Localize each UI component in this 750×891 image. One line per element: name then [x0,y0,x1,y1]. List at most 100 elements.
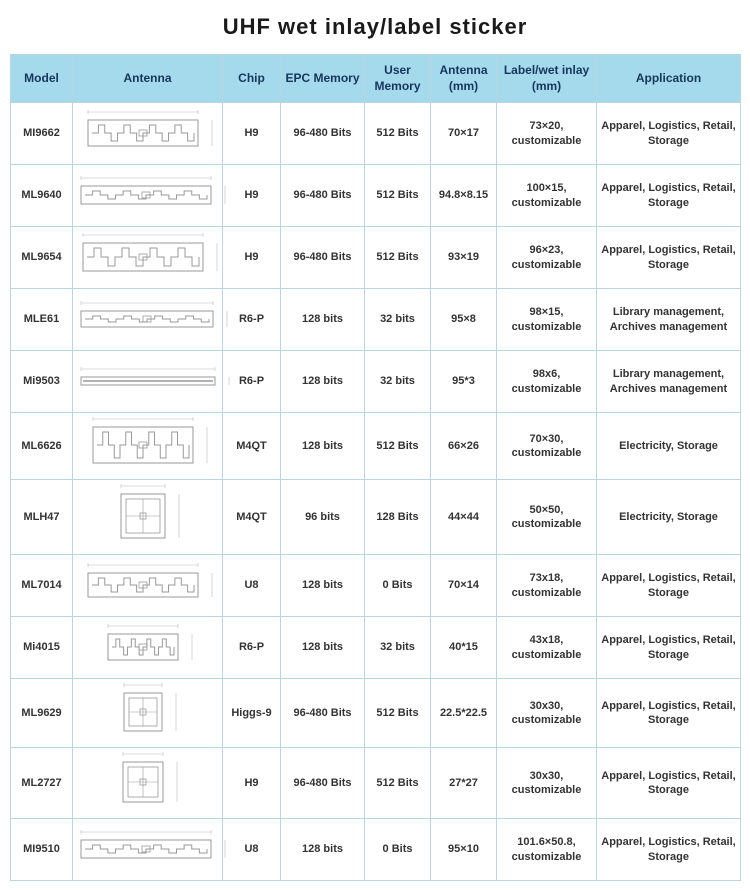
application-cell: Apparel, Logistics, Retail, Storage [597,748,741,819]
application-cell: Electricity, Storage [597,480,741,555]
user-cell: 32 bits [365,289,431,351]
application-cell: Apparel, Logistics, Retail, Storage [597,103,741,165]
antenna-cell [73,748,223,819]
label-cell: 30x30, customizable [497,748,597,819]
epc-cell: 128 bits [281,617,365,679]
antenna-diagram [118,683,178,743]
user-cell: 0 Bits [365,555,431,617]
antenna-cell [73,289,223,351]
antenna-diagram [75,301,229,339]
application-cell: Apparel, Logistics, Retail, Storage [597,555,741,617]
application-cell: Apparel, Logistics, Retail, Storage [597,617,741,679]
antenna-cell [73,480,223,555]
antenna-cell [73,227,223,289]
chip-cell: R6-P [223,289,281,351]
table-row: ML9629Higgs-996-480 Bits512 Bits22.5*22.… [11,679,741,748]
antenna-mm-cell: 95*3 [431,351,497,413]
table-row: ML6626M4QT128 bits512 Bits66×2670×30, cu… [11,413,741,480]
model-cell: ML6626 [11,413,73,480]
epc-cell: 96-480 Bits [281,103,365,165]
col-header: User Memory [365,55,431,103]
application-cell: Electricity, Storage [597,413,741,480]
antenna-mm-cell: 44×44 [431,480,497,555]
table-row: Mi4015R6-P128 bits32 bits40*1543x18, cus… [11,617,741,679]
label-cell: 96×23, customizable [497,227,597,289]
epc-cell: 96-480 Bits [281,679,365,748]
antenna-diagram [102,624,194,672]
antenna-cell [73,617,223,679]
label-cell: 101.6×50.8, customizable [497,819,597,881]
model-cell: MLH47 [11,480,73,555]
page-title: UHF wet inlay/label sticker [10,14,740,40]
antenna-cell [73,679,223,748]
model-cell: MI9510 [11,819,73,881]
epc-cell: 96-480 Bits [281,165,365,227]
model-cell: ML7014 [11,555,73,617]
user-cell: 0 Bits [365,819,431,881]
chip-cell: H9 [223,103,281,165]
user-cell: 128 Bits [365,480,431,555]
label-cell: 73x18, customizable [497,555,597,617]
chip-cell: H9 [223,227,281,289]
user-cell: 512 Bits [365,165,431,227]
antenna-cell [73,555,223,617]
epc-cell: 128 bits [281,555,365,617]
chip-cell: M4QT [223,413,281,480]
epc-cell: 128 bits [281,413,365,480]
epc-cell: 96-480 Bits [281,227,365,289]
col-header: Label/wet inlay (mm) [497,55,597,103]
label-cell: 43x18, customizable [497,617,597,679]
antenna-cell [73,819,223,881]
table-row: MLE61R6-P128 bits32 bits95×898×15, custo… [11,289,741,351]
user-cell: 512 Bits [365,413,431,480]
antenna-mm-cell: 93×19 [431,227,497,289]
chip-cell: R6-P [223,351,281,413]
col-header: EPC Memory [281,55,365,103]
table-row: ML9654 H996-480 Bits512 Bits93×1996×23, c… [11,227,741,289]
model-cell: ML9629 [11,679,73,748]
application-cell: Apparel, Logistics, Retail, Storage [597,819,741,881]
col-header: Antenna (mm) [431,55,497,103]
label-cell: 50×50, customizable [497,480,597,555]
chip-cell: M4QT [223,480,281,555]
antenna-diagram [115,484,181,550]
model-cell: ML9640 [11,165,73,227]
model-cell: ML9654 [11,227,73,289]
application-cell: Apparel, Logistics, Retail, Storage [597,227,741,289]
table-row: MLH47M4QT96 bits128 Bits44×4450×50, cust… [11,480,741,555]
epc-cell: 128 bits [281,819,365,881]
chip-cell: U8 [223,555,281,617]
user-cell: 512 Bits [365,103,431,165]
antenna-mm-cell: 40*15 [431,617,497,679]
table-body: MI9662H996-480 Bits512 Bits70×1773×20, c… [11,103,741,881]
antenna-diagram [75,830,227,870]
user-cell: 512 Bits [365,679,431,748]
antenna-diagram [82,110,214,158]
model-cell: MI9662 [11,103,73,165]
antenna-mm-cell: 94.8×8.15 [431,165,497,227]
application-cell: Library management, Archives management [597,351,741,413]
col-header: Model [11,55,73,103]
antenna-diagram [82,563,214,609]
antenna-diagram [87,417,209,475]
label-cell: 98×15, customizable [497,289,597,351]
epc-cell: 128 bits [281,351,365,413]
application-cell: Library management, Archives management [597,289,741,351]
antenna-diagram [117,752,179,814]
chip-cell: H9 [223,165,281,227]
model-cell: ML2727 [11,748,73,819]
antenna-cell [73,103,223,165]
chip-cell: Higgs-9 [223,679,281,748]
antenna-mm-cell: 27*27 [431,748,497,819]
application-cell: Apparel, Logistics, Retail, Storage [597,679,741,748]
antenna-cell [73,165,223,227]
chip-cell: R6-P [223,617,281,679]
label-cell: 30x30, customizable [497,679,597,748]
user-cell: 512 Bits [365,227,431,289]
col-header: Antenna [73,55,223,103]
epc-cell: 96-480 Bits [281,748,365,819]
antenna-mm-cell: 70×14 [431,555,497,617]
table-row: Mi9503R6-P128 bits32 bits95*398x6, custo… [11,351,741,413]
model-cell: Mi4015 [11,617,73,679]
model-cell: MLE61 [11,289,73,351]
